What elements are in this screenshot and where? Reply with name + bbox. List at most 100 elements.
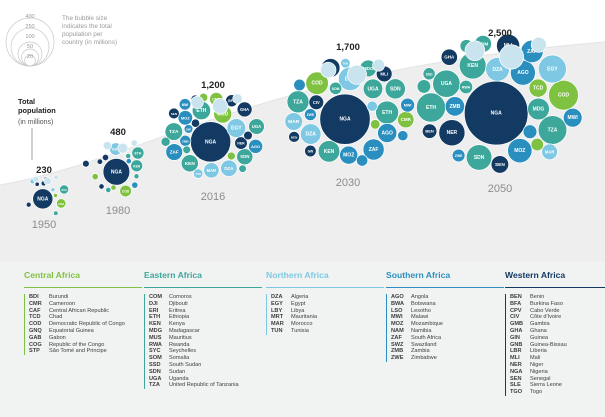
country-bubble-label: AGO <box>517 70 529 76</box>
country-bubble-label: NGA <box>111 169 123 175</box>
country-code: EGY <box>271 300 283 307</box>
country-entry: BFA Burkina Faso <box>510 301 605 308</box>
country-bubble <box>339 145 359 165</box>
country-bubble-label: MWI <box>404 104 412 108</box>
country-name: Gambia <box>530 321 550 328</box>
country-bubble-label: RWA <box>462 86 471 90</box>
country-bubble <box>248 118 265 135</box>
country-bubble <box>451 148 466 163</box>
country-entry: SEN Senegal <box>510 376 605 383</box>
country-bubble <box>53 210 59 216</box>
country-bubble <box>340 58 351 69</box>
country-bubble <box>347 64 367 85</box>
country-bubble <box>98 183 105 190</box>
country-bubble <box>317 140 341 163</box>
size-legend-value: 50 <box>27 44 33 50</box>
region-southern: Southern Africa AGO Angola BWA Botswana LSO Le… <box>386 270 504 362</box>
country-name: Ethiopia <box>169 314 190 321</box>
country-bubble <box>101 153 110 162</box>
country-bubble-label: COD <box>217 112 229 118</box>
country-bubble <box>131 181 139 189</box>
country-bubble <box>440 48 458 66</box>
country-bubble <box>293 78 306 92</box>
country-name: Eritrea <box>169 307 186 314</box>
country-entry: SLE Sierra Leone <box>510 382 605 389</box>
country-bubble <box>464 40 486 62</box>
country-entry: BDI Burundi <box>29 294 133 301</box>
country-bubble <box>130 139 138 147</box>
country-bubble-label: GIN <box>308 150 314 154</box>
country-bubble-label: TUN <box>343 62 348 66</box>
region-northern: Northern Africa DZA Algeria EGY Egypt LBY Liby… <box>266 270 384 335</box>
country-name: Nigeria <box>530 368 548 375</box>
country-bubble-label: COD <box>558 93 570 99</box>
country-entry: CPV Cabo Verde <box>510 308 605 315</box>
country-name: Guinea-Bissau <box>530 341 567 348</box>
country-bubble <box>96 158 104 165</box>
country-entry: COD Democratic Republic of Congo <box>29 321 133 328</box>
country-bubble-label: ZWE <box>307 113 315 117</box>
country-bubble-label: KEN <box>324 149 335 155</box>
country-code: SEN <box>510 375 522 382</box>
country-bubble <box>238 164 247 173</box>
country-name: Democratic Republic of Congo <box>49 321 125 328</box>
country-bubble <box>164 122 183 141</box>
country-bubble <box>356 154 369 167</box>
country-bubble-label: BFA <box>228 99 235 103</box>
country-bubble-label: NGA <box>37 196 49 202</box>
country-code: UGA <box>149 375 162 382</box>
total-label: 1,700 <box>336 42 360 53</box>
country-code: SWZ <box>391 341 404 348</box>
country-code: CAF <box>29 307 41 314</box>
country-bubble <box>220 159 238 177</box>
country-name: Malawi <box>411 314 429 321</box>
country-bubble-label: GHA <box>444 55 455 60</box>
country-name: South Africa <box>411 334 442 341</box>
country-name: Rwanda <box>169 341 190 348</box>
total-label: 230 <box>36 165 52 176</box>
country-bubble-label: ZAF <box>527 49 537 55</box>
country-code: ETH <box>149 314 161 321</box>
country-bubble <box>320 61 337 79</box>
country-bubble <box>562 107 583 128</box>
country-code: RWA <box>149 341 162 348</box>
country-bubble <box>25 201 32 208</box>
country-entry: GMB Gambia <box>510 321 605 328</box>
country-bubble <box>130 159 144 173</box>
country-bubble <box>50 187 56 193</box>
country-bubble <box>530 137 544 152</box>
country-bubble-label: KEN <box>185 161 196 167</box>
total-label: 2,500 <box>488 28 512 39</box>
country-name: Djibouti <box>169 300 188 307</box>
country-entry: ERI Eritrea <box>149 308 253 315</box>
country-bubble <box>34 181 40 187</box>
country-name: South Sudan <box>169 361 202 368</box>
country-code: ZAF <box>391 334 402 341</box>
country-entry: ZAF South Africa <box>391 335 495 342</box>
country-entry: TGO Togo <box>510 389 605 396</box>
country-bubble-label: SSD <box>426 72 433 76</box>
country-entry: CMR Cameroon <box>29 301 133 308</box>
country-name: Chad <box>49 314 63 321</box>
country-name: Senegal <box>530 375 551 382</box>
axis-title: Total population <box>18 97 56 115</box>
country-bubble-label: SOM <box>478 41 489 46</box>
country-bubble-label: MOZ <box>181 115 190 120</box>
country-entry: ZWE Zimbabwe <box>391 355 495 362</box>
country-bubble-label: SDN <box>474 155 485 161</box>
country-bubble <box>548 79 579 111</box>
country-entry: CAF Central African Republic <box>29 308 133 315</box>
region-rule <box>24 287 142 288</box>
country-bubble-label: SEN <box>495 162 505 168</box>
country-name: Niger <box>530 361 544 368</box>
country-bubble-label: KEN <box>133 164 141 168</box>
country-entry: GNQ Equatorial Guinea <box>29 328 133 335</box>
country-name: Somalia <box>169 355 190 362</box>
country-bubble-label: MAR <box>207 168 217 173</box>
country-entry: BWA Botswana <box>391 301 495 308</box>
country-name: Morocco <box>291 321 313 328</box>
total-label: 480 <box>110 127 126 138</box>
country-bubble-label: ZWE <box>455 154 463 158</box>
year-label: 1980 <box>106 205 130 217</box>
country-bubble-label: EGY <box>547 67 558 73</box>
